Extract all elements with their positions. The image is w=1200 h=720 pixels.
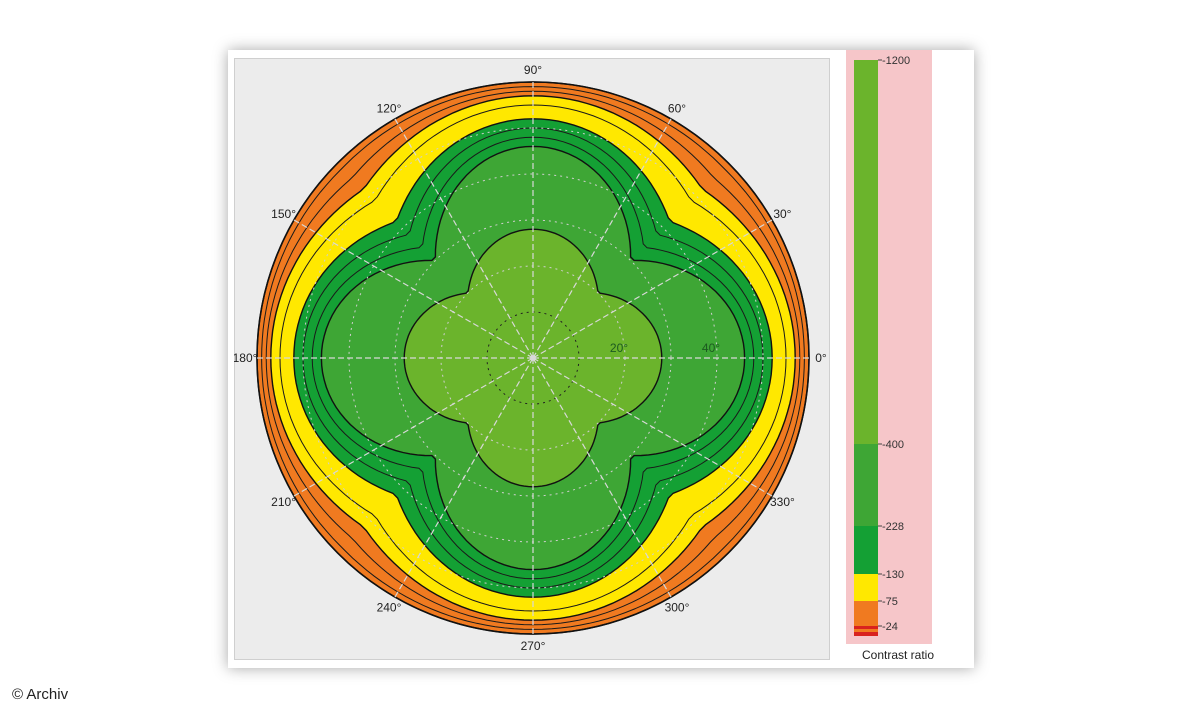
center-point <box>530 355 536 361</box>
angle-tick-label-210: 210° <box>271 495 296 509</box>
angle-tick-label-30: 30° <box>773 207 791 221</box>
angle-tick-label-330: 330° <box>770 495 795 509</box>
color-scale-legend: -24 -75 -130 -228 -400 -1200 <box>854 55 910 636</box>
spoke-240 <box>394 357 534 598</box>
legend-label-1200: -1200 <box>882 55 910 67</box>
spoke-210 <box>293 357 534 497</box>
angle-tick-label-300: 300° <box>665 600 690 614</box>
credit-text: © Archiv <box>12 686 69 703</box>
radial-tick-label-20: 20° <box>610 341 628 355</box>
angle-tick-label-240: 240° <box>377 600 402 614</box>
radial-tick-label-40: 40° <box>702 341 720 355</box>
legend-title: Contrast ratio <box>861 648 935 662</box>
angle-tick-label-270: 270° <box>521 639 546 653</box>
legend-label-75: -75 <box>882 596 898 608</box>
legend-band-130-228 <box>854 526 878 574</box>
angle-tick-label-90: 90° <box>524 63 542 77</box>
spoke-120 <box>394 118 534 359</box>
spoke-330 <box>532 357 773 497</box>
angle-tick-label-60: 60° <box>668 102 686 116</box>
legend-label-400: -400 <box>882 439 904 451</box>
polar-contour-plot: 90° 60° 30° 0° 330° 300° 270° 240° 210° 180° 150° 1… <box>234 63 827 653</box>
legend-band-24-75 <box>854 601 878 626</box>
legend-band-75-130 <box>854 574 878 601</box>
legend-label-24: -24 <box>882 621 898 633</box>
legend-band-stripe <box>854 629 878 632</box>
spoke-150 <box>293 219 534 359</box>
angle-tick-label-120: 120° <box>377 102 402 116</box>
legend-band-400-1200 <box>854 60 878 444</box>
angle-tick-label-150: 150° <box>271 207 296 221</box>
angle-tick-label-0: 0° <box>815 351 827 365</box>
angle-tick-label-180: 180° <box>234 351 258 365</box>
spoke-60 <box>532 118 672 359</box>
legend-label-130: -130 <box>882 569 904 581</box>
spoke-300 <box>532 357 672 598</box>
legend-band-228-400 <box>854 444 878 526</box>
spoke-30 <box>532 219 773 359</box>
legend-label-228: -228 <box>882 521 904 533</box>
